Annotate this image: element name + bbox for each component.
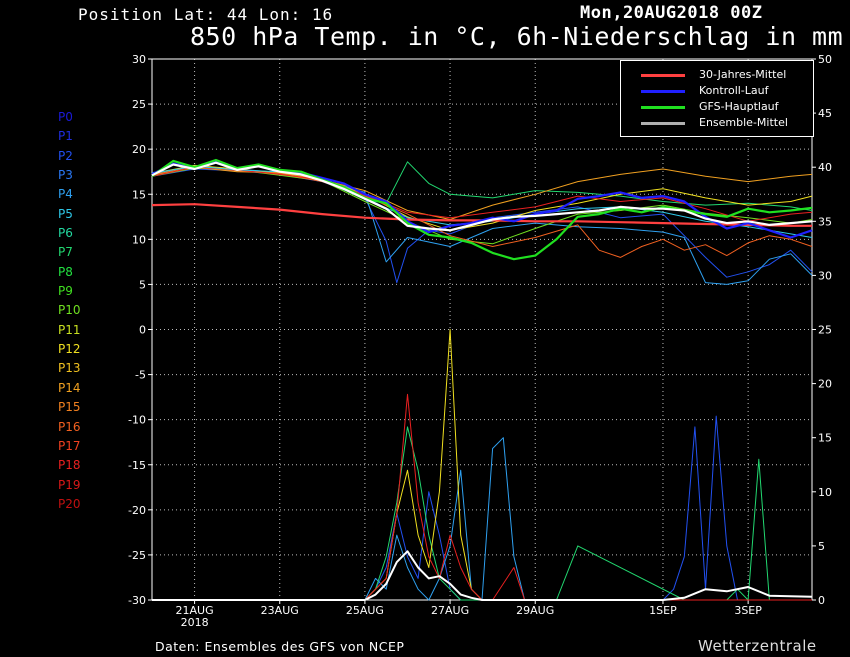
member-label-p4: P4 bbox=[58, 187, 73, 202]
series-line-p4 bbox=[151, 166, 813, 285]
legend-swatch bbox=[641, 106, 685, 109]
x-tick-label: 21AUG bbox=[176, 604, 214, 617]
series-line-gfs-hauptlauf bbox=[151, 158, 813, 261]
left-tick-label: -20 bbox=[128, 504, 146, 517]
legend-entry: GFS-Hauptlauf bbox=[641, 99, 811, 115]
left-tick-label: 0 bbox=[139, 324, 146, 337]
member-label-p13: P13 bbox=[58, 361, 81, 376]
member-label-p9: P9 bbox=[58, 284, 73, 299]
right-tick-label: 45 bbox=[818, 107, 832, 120]
x-tick-label: 3SEP bbox=[734, 604, 762, 617]
series-line-p18 bbox=[151, 166, 813, 222]
left-tick-label: 30 bbox=[132, 53, 146, 66]
series-line-p1 bbox=[151, 168, 813, 284]
right-tick-label: 5 bbox=[818, 540, 825, 553]
member-label-p20: P20 bbox=[58, 496, 81, 511]
right-tick-label: 10 bbox=[818, 486, 832, 499]
legend-label: GFS-Hauptlauf bbox=[699, 100, 779, 113]
legend-label: Kontroll-Lauf bbox=[699, 84, 769, 97]
member-label-p17: P17 bbox=[58, 438, 81, 453]
right-tick-label: 30 bbox=[818, 269, 832, 282]
left-tick-label: 5 bbox=[139, 278, 146, 291]
plot-frame bbox=[151, 58, 813, 601]
legend-swatch bbox=[641, 122, 685, 125]
series-line-p16 bbox=[151, 165, 813, 258]
right-tick-label: 35 bbox=[818, 215, 832, 228]
legend: 30-Jahres-Mittel Kontroll-Lauf GFS-Hauptla… bbox=[620, 60, 814, 137]
member-label-p14: P14 bbox=[58, 380, 81, 395]
member-label-p7: P7 bbox=[58, 245, 73, 260]
right-tick-label: 20 bbox=[818, 378, 832, 391]
member-label-p15: P15 bbox=[58, 400, 81, 415]
member-label-p10: P10 bbox=[58, 303, 81, 318]
series-line-p14 bbox=[151, 166, 813, 220]
left-tick-label: 20 bbox=[132, 143, 146, 156]
left-tick-label: -5 bbox=[135, 369, 146, 382]
legend-label: 30-Jahres-Mittel bbox=[699, 68, 787, 81]
left-tick-label: -10 bbox=[128, 414, 146, 427]
member-label-p18: P18 bbox=[58, 458, 81, 473]
left-tick-label: -15 bbox=[128, 459, 146, 472]
series-line-niederschlag-p1 bbox=[152, 415, 812, 601]
member-label-p16: P16 bbox=[58, 419, 81, 434]
legend-label: Ensemble-Mittel bbox=[699, 116, 788, 129]
right-tick-label: 25 bbox=[818, 324, 832, 337]
chart-title: 850 hPa Temp. in °C, 6h-Niederschlag in … bbox=[190, 22, 844, 51]
left-tick-label: 15 bbox=[132, 188, 146, 201]
right-tick-label: 40 bbox=[818, 161, 832, 174]
x-tick-sublabel: 2018 bbox=[181, 616, 209, 629]
x-tick-label: 23AUG bbox=[261, 604, 299, 617]
right-tick-label: 0 bbox=[818, 594, 825, 607]
member-label-p3: P3 bbox=[58, 168, 73, 183]
member-label-p0: P0 bbox=[58, 110, 73, 124]
member-label-p5: P5 bbox=[58, 206, 73, 221]
series-line-ensemble-mittel bbox=[151, 161, 813, 232]
x-tick-label: 27AUG bbox=[431, 604, 469, 617]
left-tick-label: -30 bbox=[128, 594, 146, 607]
series-line-p10 bbox=[151, 167, 813, 245]
series-line-niederschlag-p7 bbox=[152, 426, 812, 601]
x-tick-label: 29AUG bbox=[516, 604, 554, 617]
legend-entry: Ensemble-Mittel bbox=[641, 115, 811, 131]
member-label-p11: P11 bbox=[58, 322, 81, 337]
x-tick-label: 1SEP bbox=[649, 604, 677, 617]
member-label-p8: P8 bbox=[58, 264, 73, 279]
legend-swatch bbox=[641, 74, 685, 77]
brand-label: Wetterzentrale bbox=[698, 637, 817, 655]
series-line-niederschlag-p18 bbox=[152, 393, 812, 601]
left-tick-label: 25 bbox=[132, 98, 146, 111]
member-list: P0 P1 P2 P3 P4 P5 P6 P7 P8 P9 P10 P11 P12 P13 P14 P15 P1… bbox=[58, 108, 81, 514]
left-tick-label: 10 bbox=[132, 233, 146, 246]
right-tick-label: 50 bbox=[818, 53, 832, 66]
legend-entry: 30-Jahres-Mittel bbox=[641, 67, 811, 83]
x-tick-label: 25AUG bbox=[346, 604, 384, 617]
member-label-p2: P2 bbox=[58, 148, 73, 163]
legend-swatch bbox=[641, 90, 685, 93]
member-label-p1: P1 bbox=[58, 129, 73, 144]
run-date: Mon,20AUG2018 00Z bbox=[580, 3, 763, 23]
right-tick-label: 15 bbox=[818, 432, 832, 445]
data-credit: Daten: Ensembles des GFS von NCEP bbox=[155, 639, 405, 654]
member-label-p12: P12 bbox=[58, 342, 81, 357]
series-line-niederschlag-p4 bbox=[152, 437, 812, 601]
series-line-niederschlag-mittel bbox=[152, 550, 813, 601]
position-label: Position Lat: 44 Lon: 16 bbox=[78, 5, 334, 24]
legend-entry: Kontroll-Lauf bbox=[641, 83, 811, 99]
member-label-p19: P19 bbox=[58, 477, 81, 492]
series-line-p7 bbox=[151, 161, 813, 211]
member-label-p6: P6 bbox=[58, 226, 73, 241]
left-tick-label: -25 bbox=[128, 549, 146, 562]
